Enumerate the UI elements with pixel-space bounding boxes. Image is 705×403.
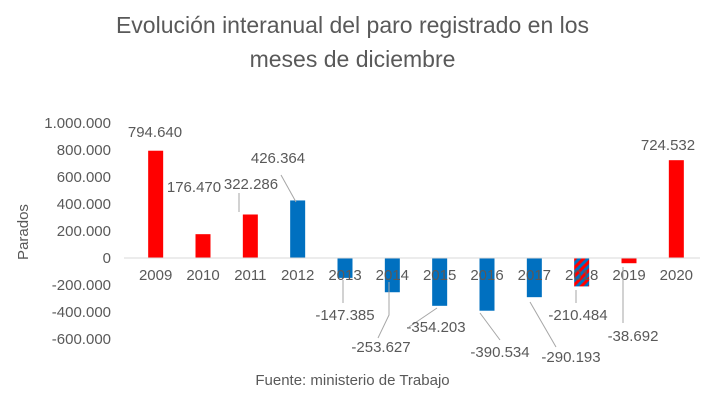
x-tick-label: 2018	[565, 267, 598, 284]
y-tick-label: 800.000	[57, 142, 111, 159]
data-label-2013: -147.385	[315, 307, 374, 324]
chart-title: Evolución interanual del paro registrado…	[0, 8, 705, 76]
y-tick-label: -600.000	[52, 331, 111, 348]
data-label-2015: -354.203	[406, 319, 465, 336]
x-tick-label: 2009	[139, 267, 172, 284]
leader-line	[529, 301, 557, 348]
leader-line	[479, 312, 501, 341]
y-tick-label: 200.000	[57, 223, 111, 240]
bar-2020	[668, 160, 684, 258]
x-tick-label: 2014	[376, 267, 409, 284]
y-tick-label: 0	[103, 250, 111, 267]
y-tick-label: -200.000	[52, 277, 111, 294]
x-tick-label: 2020	[660, 267, 693, 284]
chart-title-line-1: Evolución interanual del paro registrado…	[115, 12, 590, 38]
y-tick-label: 600.000	[57, 169, 111, 186]
data-label-2012: 426.364	[251, 150, 305, 167]
leader-line	[408, 307, 438, 328]
x-tick-label: 2012	[281, 267, 314, 284]
data-label-2011: 322.286	[224, 176, 278, 193]
y-tick-label: 400.000	[57, 196, 111, 213]
x-tick-label: 2011	[234, 267, 266, 284]
bar-2011	[242, 214, 258, 258]
bar-2016	[479, 258, 495, 311]
data-labels: 794.640 176.470 322.286 426.364 -147.385 -253…	[128, 124, 695, 366]
chart-title-line-2: meses de diciembre	[249, 46, 456, 72]
bar-2018	[574, 258, 590, 287]
x-tick-label: 2013	[328, 267, 361, 284]
data-label-2014: -253.627	[351, 339, 410, 356]
bars	[148, 150, 684, 311]
x-tick-label: 2015	[423, 267, 456, 284]
source-note: Fuente: ministerio de Trabajo	[255, 372, 450, 389]
data-label-2017: -290.193	[541, 349, 600, 366]
leader-line	[280, 174, 297, 203]
bar-2010	[195, 234, 211, 258]
data-label-2020: 724.532	[641, 137, 695, 154]
data-label-2016: -390.534	[470, 344, 529, 361]
y-tick-label: -400.000	[52, 304, 111, 321]
leader-line	[377, 282, 390, 339]
bar-2015	[432, 258, 448, 306]
x-tick-label: 2016	[470, 267, 503, 284]
bar-2013	[337, 258, 353, 278]
data-label-2009: 794.640	[128, 124, 182, 141]
bar-2009	[148, 150, 164, 258]
y-axis-label: Parados	[15, 204, 32, 260]
x-axis: 2009 2010 2011 2012 2013 2014 2015 2016 2017 2018…	[139, 267, 693, 284]
bar-2017	[526, 258, 542, 298]
y-tick-label: 1.000.000	[44, 115, 111, 132]
bar-2019	[621, 258, 637, 264]
x-tick-label: 2019	[612, 267, 645, 284]
x-tick-label: 2017	[518, 267, 551, 284]
data-label-2010: 176.470	[167, 179, 221, 196]
bar-2012	[290, 200, 306, 258]
y-axis: 1.000.000 800.000 600.000 400.000 200.000 0 -2…	[44, 115, 111, 348]
data-label-2019: -38.692	[608, 328, 659, 345]
data-label-2018: -210.484	[548, 307, 607, 324]
x-tick-label: 2010	[186, 267, 219, 284]
